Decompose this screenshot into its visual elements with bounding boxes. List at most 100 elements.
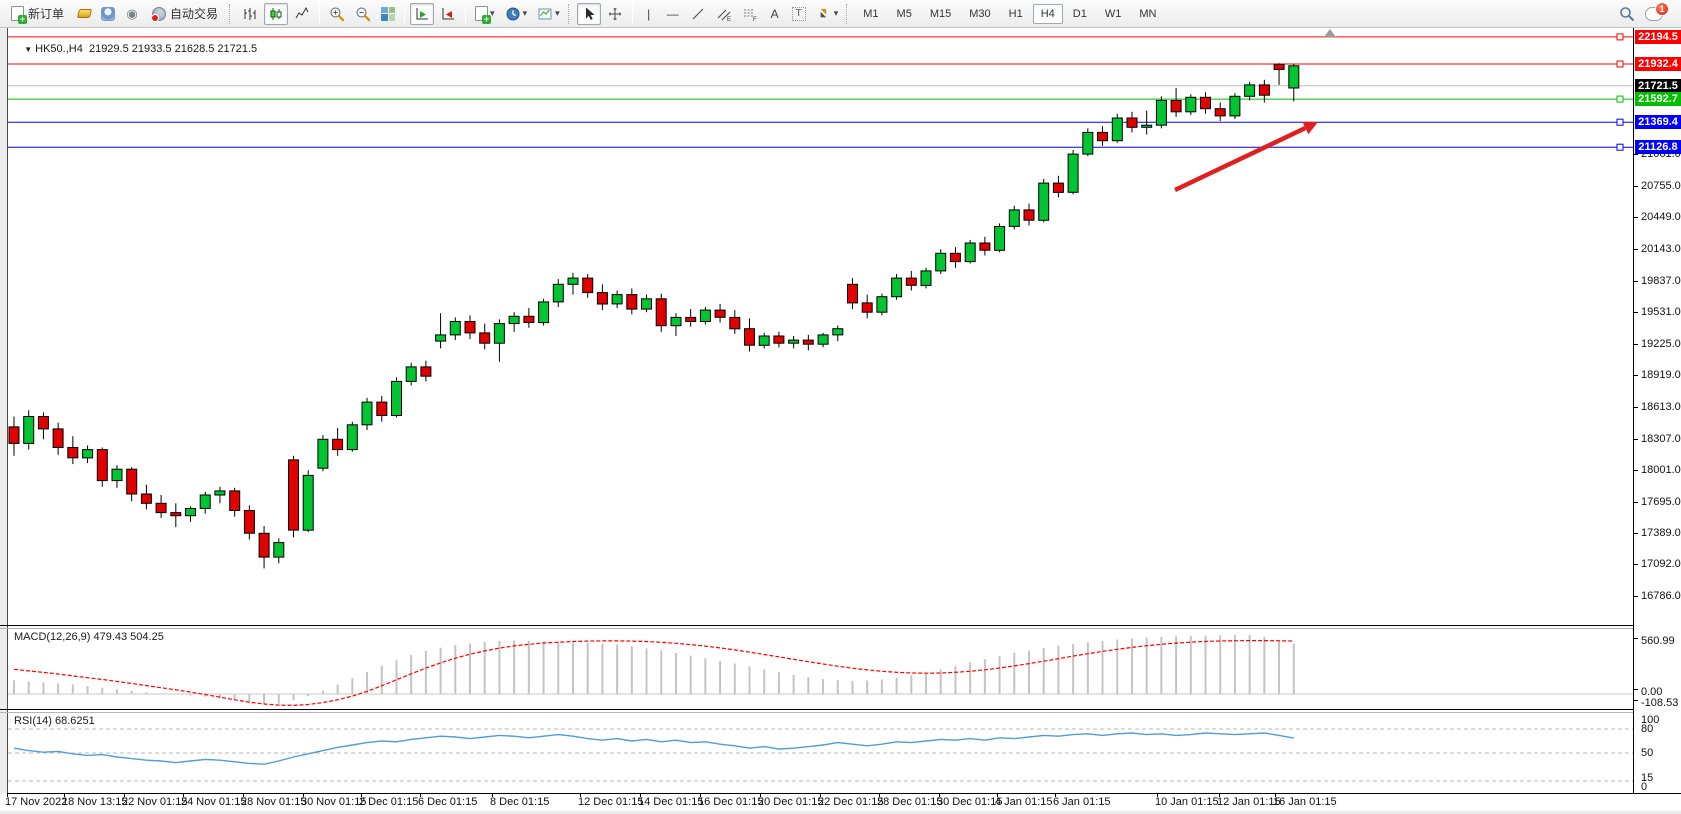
candle-body — [1185, 96, 1197, 113]
timeframe-M5[interactable]: M5 — [896, 7, 912, 20]
crosshair-button[interactable] — [603, 3, 627, 25]
market-watch-button[interactable] — [73, 3, 95, 25]
timeframe-H4[interactable]: H4 — [1032, 3, 1063, 24]
price-axis-tick-mark — [1634, 438, 1638, 440]
arrows-button[interactable]: ▾ — [812, 3, 843, 25]
time-axis[interactable]: 17 Nov 2022 18 Nov 13:15 22 Nov 01:15 24 No… — [0, 793, 1681, 811]
timeframe-D1[interactable]: D1 — [1072, 7, 1087, 20]
line-handle[interactable] — [1616, 118, 1624, 126]
macd-axis-tick-mark — [1634, 689, 1638, 690]
price-axis-tick: 18613.0 — [1641, 400, 1681, 413]
accounts-button[interactable] — [97, 3, 119, 25]
equidistant-channel-button[interactable]: E — [712, 3, 736, 25]
time-axis-tick-mark — [580, 793, 581, 797]
signals-button[interactable]: ◉ — [121, 3, 143, 25]
cursor-button[interactable] — [576, 2, 601, 25]
price-axis-tick: 19225.0 — [1641, 337, 1681, 350]
time-axis-tick-mark — [640, 793, 641, 797]
price-axis[interactable]: 21061.020755.020449.020143.019837.019531… — [1633, 28, 1681, 793]
chart-shift-marker[interactable] — [1324, 29, 1336, 37]
candle-body — [8, 426, 20, 444]
macd-panel[interactable] — [8, 629, 1634, 709]
trend-arrow[interactable] — [1174, 125, 1307, 193]
candle-body — [1008, 209, 1020, 227]
text-button[interactable]: A — [764, 3, 786, 25]
timeframe-M1[interactable]: M1 — [863, 7, 879, 20]
panel-splitter[interactable] — [0, 709, 1681, 710]
macd-signal-line — [13, 639, 1294, 707]
candle-body — [876, 296, 888, 313]
line-chart-button[interactable] — [290, 3, 314, 25]
price-level-chip-21369.4[interactable]: 21369.4 — [1635, 115, 1681, 130]
candle-body — [170, 512, 182, 517]
rsi-panel[interactable] — [8, 713, 1634, 793]
candle-body — [758, 335, 770, 346]
time-axis-label: 17 Nov 2022 — [5, 796, 68, 808]
notification-badge: 1 — [1655, 1, 1669, 16]
search-icon — [1620, 6, 1634, 21]
price-level-chip-21932.4[interactable]: 21932.4 — [1635, 57, 1681, 71]
timeframe-M15[interactable]: M15 — [929, 7, 952, 20]
macd-axis-tick: 0.00 — [1641, 686, 1663, 698]
indicators-icon — [538, 8, 552, 19]
candle-body — [229, 490, 241, 511]
time-axis-tick-mark — [303, 793, 304, 797]
price-level-chip-21592.7[interactable]: 21592.7 — [1635, 92, 1681, 107]
rsi-line — [13, 732, 1294, 765]
auto-scroll-button[interactable] — [410, 2, 435, 25]
price-level-chip-22194.5[interactable]: 22194.5 — [1635, 29, 1681, 44]
toolbar-separator — [404, 3, 406, 24]
arrows-icon — [820, 8, 826, 17]
chart-shift-icon — [442, 7, 455, 19]
price-chart[interactable] — [8, 28, 1634, 625]
autotrading-button[interactable]: 自动交易 — [145, 3, 225, 25]
candle-body — [670, 316, 682, 327]
zoom-out-icon — [356, 7, 371, 21]
new-template-button[interactable]: + ▾ — [471, 3, 499, 25]
line-handle[interactable] — [1616, 95, 1624, 103]
price-axis-tick-mark — [1634, 470, 1638, 472]
line-handle[interactable] — [1616, 33, 1624, 41]
notifications-button[interactable]: 1 — [1641, 1, 1669, 25]
line-handle[interactable] — [1616, 143, 1624, 151]
panel-splitter[interactable] — [0, 625, 1681, 626]
period-button[interactable]: ▾ — [501, 3, 532, 25]
candle-body — [788, 339, 800, 344]
candle-body — [964, 242, 976, 263]
vertical-line-button[interactable]: | — [638, 3, 660, 25]
timeframe-M30[interactable]: M30 — [969, 7, 991, 20]
tile-windows-button[interactable] — [377, 3, 399, 25]
candle-body — [508, 315, 520, 324]
candles-series — [8, 63, 1300, 569]
line-handle[interactable] — [1616, 60, 1624, 68]
timeframe-H1[interactable]: H1 — [1008, 7, 1023, 20]
toolbar-grip — [567, 3, 571, 24]
price-level-chip-21126.8[interactable]: 21126.8 — [1635, 140, 1681, 155]
macd-axis-tick: -108.53 — [1641, 697, 1679, 709]
candle-body — [1170, 99, 1182, 113]
timeframe-W1[interactable]: W1 — [1104, 7, 1122, 20]
fibonacci-button[interactable]: F — [738, 3, 762, 25]
chart-shift-button[interactable] — [436, 3, 460, 25]
timeframe-MN[interactable]: MN — [1139, 7, 1157, 20]
time-axis-tick-mark — [420, 793, 421, 797]
search-button[interactable] — [1615, 3, 1639, 25]
zoom-in-button[interactable] — [325, 3, 349, 25]
window-left-border — [7, 28, 8, 814]
price-level-chip-21721.5[interactable]: 21721.5 — [1635, 78, 1681, 93]
time-axis-tick-mark — [997, 793, 998, 797]
autotrading-label: 自动交易 — [170, 7, 219, 21]
horizontal-line-button[interactable]: — — [662, 3, 684, 25]
trend-arrow-head[interactable] — [1302, 121, 1318, 135]
candle-body — [1111, 117, 1123, 142]
text-label-button[interactable]: T — [788, 3, 810, 25]
indicators-button[interactable]: ▾ — [533, 3, 564, 25]
rsi-label: RSI(14) 68.6251 — [14, 715, 95, 727]
new-order-button[interactable]: + 新订单 — [4, 3, 71, 25]
zoom-out-button[interactable] — [351, 3, 375, 25]
candle-body — [979, 242, 991, 251]
bar-chart-button[interactable] — [238, 3, 262, 25]
trendline-button[interactable] — [686, 3, 710, 25]
candlestick-chart-button[interactable] — [264, 2, 289, 25]
